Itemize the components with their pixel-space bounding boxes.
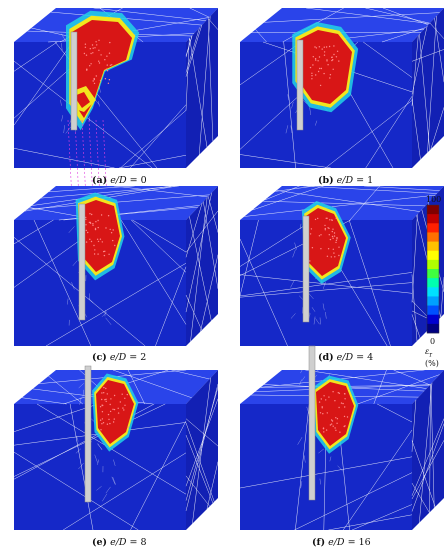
colorbar-segment [427, 278, 439, 288]
strain-zone-texture [309, 217, 340, 262]
strain-zone-high [80, 200, 120, 272]
strain-zone-texture [83, 39, 113, 85]
block-side-face [186, 186, 218, 346]
colorbar-frame [426, 204, 440, 334]
strain-zone-texture [309, 45, 340, 87]
colorbar-segment [427, 323, 439, 334]
colorbar-segment [427, 269, 439, 279]
colorbar-segment [427, 214, 439, 224]
colorbar-segment [427, 250, 439, 261]
block-front-face [240, 404, 412, 530]
strain-zone-high [298, 30, 352, 104]
pile [78, 203, 86, 321]
panel-b [239, 7, 445, 169]
pile [308, 345, 316, 501]
colorbar [426, 204, 440, 334]
colorbar-segment [427, 314, 439, 325]
colorbar-segment [427, 305, 439, 316]
strain-zone-secondary-core [74, 92, 90, 108]
panel-e [13, 365, 219, 531]
caption-c: (c) e/D = 2 [92, 352, 147, 363]
block-top-face [240, 8, 444, 42]
block-front-face [14, 220, 186, 346]
strain-zone-high [306, 208, 346, 276]
pile [302, 215, 310, 323]
caption-e: (e) e/D = 8 [92, 537, 147, 548]
pile [296, 39, 304, 131]
colorbar-segment [427, 259, 439, 270]
panel-a [13, 7, 219, 201]
colorbar-min-label: 0 [430, 337, 436, 346]
block-front-face [14, 404, 186, 530]
block-front-face [240, 220, 412, 346]
mesh-lines [13, 185, 219, 347]
colorbar-max-label: 100 [426, 195, 442, 204]
pile [70, 31, 78, 131]
panel-f [239, 345, 445, 531]
block-side-face [412, 8, 444, 168]
colorbar-segment [427, 287, 439, 297]
colorbar-segment [427, 223, 439, 233]
panels-group [13, 7, 445, 531]
colorbar-segment [427, 232, 439, 242]
pile [84, 365, 92, 503]
strain-zone-high [316, 382, 354, 446]
block-top-face [240, 186, 444, 220]
caption-d: (d) e/D = 4 [318, 352, 374, 363]
caption-f: (f) e/D = 16 [312, 537, 371, 548]
strain-zone-texture [85, 213, 116, 257]
block-front-face [14, 42, 186, 168]
colorbar-segment [427, 241, 439, 252]
mesh-lines [13, 7, 219, 169]
colorbar-segment [427, 205, 439, 215]
caption-a: (a) e/D = 0 [92, 175, 147, 186]
caption-b: (b) e/D = 1 [318, 175, 374, 186]
strain-zone-texture [318, 391, 349, 433]
panel-d [239, 185, 445, 347]
panel-c [13, 185, 219, 347]
colorbar-unit-label: εr (%) [425, 347, 439, 368]
strain-zone-high [96, 380, 134, 444]
block-side-face [186, 8, 218, 168]
colorbar-segment [427, 296, 439, 306]
strain-zone-texture [99, 386, 130, 431]
displacement-lines [67, 119, 108, 201]
